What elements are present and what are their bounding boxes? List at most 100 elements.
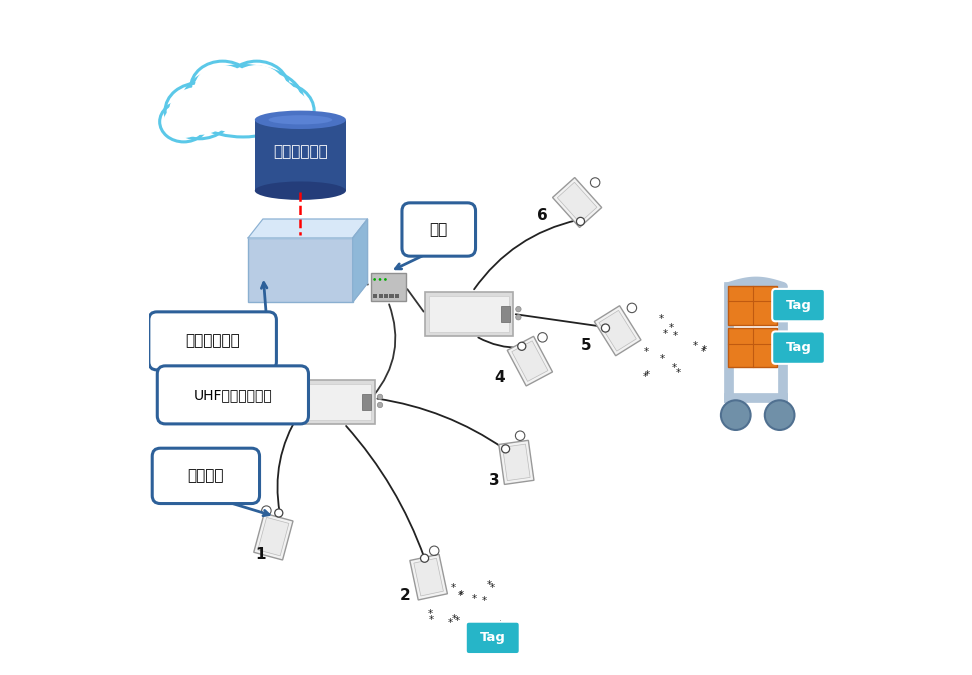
Bar: [594, 306, 641, 356]
Text: *: *: [660, 354, 665, 364]
Bar: [291, 383, 370, 419]
Ellipse shape: [163, 105, 204, 138]
Bar: [557, 182, 597, 223]
Circle shape: [602, 324, 609, 332]
Bar: [258, 518, 289, 556]
Circle shape: [765, 400, 794, 430]
Text: 5: 5: [580, 338, 591, 354]
Text: 1: 1: [256, 547, 266, 562]
Circle shape: [379, 278, 381, 281]
Bar: [379, 294, 383, 298]
Text: *: *: [642, 371, 647, 381]
Text: *: *: [693, 341, 698, 350]
Bar: [390, 294, 394, 298]
Ellipse shape: [246, 83, 314, 139]
Text: 2: 2: [399, 588, 410, 603]
Circle shape: [384, 278, 387, 281]
Ellipse shape: [228, 65, 285, 110]
Circle shape: [502, 445, 509, 453]
Text: *: *: [490, 583, 495, 593]
Bar: [373, 294, 377, 298]
Text: *: *: [669, 323, 674, 333]
Text: *: *: [472, 595, 477, 605]
Text: ゲートウェイ: ゲートウェイ: [186, 333, 240, 348]
Bar: [248, 238, 353, 302]
Bar: [254, 513, 293, 560]
Text: Tag: Tag: [480, 631, 505, 645]
Ellipse shape: [255, 182, 346, 200]
Text: Tag: Tag: [785, 341, 812, 354]
Text: *: *: [468, 639, 472, 649]
Bar: [552, 178, 602, 227]
Text: *: *: [482, 595, 487, 605]
Text: *: *: [702, 345, 707, 355]
Circle shape: [421, 554, 429, 562]
Text: アンテナ: アンテナ: [188, 468, 225, 483]
Bar: [414, 558, 443, 596]
Text: Tag: Tag: [785, 298, 812, 312]
Text: *: *: [477, 633, 482, 643]
Ellipse shape: [159, 101, 208, 142]
Bar: [512, 341, 548, 381]
Bar: [507, 336, 552, 386]
Text: *: *: [467, 632, 471, 642]
FancyBboxPatch shape: [153, 448, 260, 504]
Circle shape: [516, 306, 521, 312]
Bar: [363, 394, 371, 410]
Circle shape: [373, 278, 376, 281]
Circle shape: [721, 400, 750, 430]
Bar: [410, 554, 447, 600]
Text: *: *: [455, 616, 460, 626]
Circle shape: [518, 342, 526, 350]
Circle shape: [377, 402, 383, 408]
Polygon shape: [248, 219, 367, 238]
Text: 6: 6: [537, 208, 547, 223]
Text: *: *: [459, 590, 464, 600]
Ellipse shape: [225, 61, 289, 114]
Ellipse shape: [191, 61, 255, 114]
Text: *: *: [663, 329, 668, 339]
Bar: [425, 292, 513, 335]
Bar: [728, 328, 777, 367]
Ellipse shape: [250, 87, 310, 135]
Bar: [430, 296, 509, 331]
Bar: [501, 306, 509, 322]
Bar: [255, 120, 346, 191]
Bar: [599, 310, 637, 351]
Text: *: *: [673, 331, 677, 341]
FancyBboxPatch shape: [772, 289, 825, 321]
Text: *: *: [448, 618, 453, 628]
Ellipse shape: [194, 65, 251, 110]
Ellipse shape: [268, 115, 332, 124]
FancyBboxPatch shape: [157, 366, 308, 424]
Bar: [395, 294, 399, 298]
Bar: [503, 444, 530, 481]
Bar: [370, 273, 405, 301]
Ellipse shape: [255, 111, 346, 129]
Text: *: *: [452, 614, 457, 624]
Circle shape: [516, 315, 521, 320]
Text: *: *: [644, 371, 650, 381]
FancyBboxPatch shape: [466, 622, 520, 654]
Text: *: *: [498, 620, 503, 630]
Ellipse shape: [169, 87, 229, 135]
Text: *: *: [676, 369, 681, 378]
Text: *: *: [451, 583, 456, 593]
Text: *: *: [643, 347, 648, 356]
Bar: [287, 379, 374, 424]
Text: 3: 3: [489, 473, 500, 489]
Circle shape: [275, 509, 283, 517]
Text: ハブ: ハブ: [430, 222, 448, 237]
FancyBboxPatch shape: [402, 203, 475, 256]
Polygon shape: [353, 219, 367, 302]
Bar: [384, 294, 388, 298]
Text: *: *: [458, 591, 463, 601]
Text: *: *: [487, 580, 492, 590]
Text: *: *: [701, 347, 706, 357]
Bar: [499, 440, 534, 485]
FancyBboxPatch shape: [772, 331, 825, 364]
Text: 4: 4: [495, 370, 504, 385]
FancyBboxPatch shape: [149, 312, 276, 370]
Ellipse shape: [187, 70, 299, 133]
Text: *: *: [429, 616, 434, 626]
